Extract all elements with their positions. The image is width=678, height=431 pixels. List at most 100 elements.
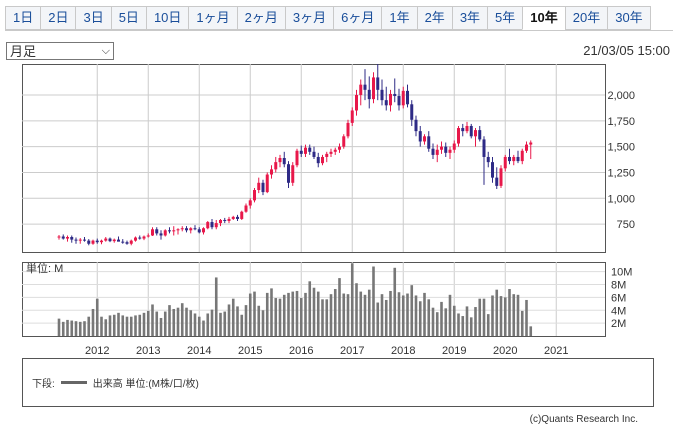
candle-body [74,239,78,241]
stock-chart: 2012 2013 2014 2015 2016 2017 2018 2019 2020 2021… [22,64,662,361]
legend-label: 出来高 単位:(M株/口/枚) [92,379,199,390]
candle-body [197,229,201,233]
legend-box: 下段: 出来高 単位:(M株/口/枚) [22,358,654,407]
volume-bar [61,321,65,336]
tab-5[interactable]: 1ヶ月 [188,6,238,30]
volume-bar [185,307,188,336]
volume-bar [367,289,371,336]
volume-bar [78,321,82,336]
candle-body [461,128,465,132]
volume-bar [70,320,74,336]
candle-body [244,205,248,212]
volume-bar [342,293,346,336]
volume-bar [321,299,324,336]
candle-body [410,104,414,120]
tab-15[interactable]: 30年 [607,6,651,30]
volume-bar [333,289,337,336]
volume-bar [325,299,329,336]
candle-body [372,77,375,100]
candle-body [57,236,61,238]
candle-body [350,110,354,123]
tab-6[interactable]: 2ヶ月 [236,6,286,30]
volume-bar [329,294,333,336]
period-select[interactable]: 月足 ⌵ [6,42,114,60]
candle-body [512,156,516,162]
candle-body [491,162,494,178]
candle-body [168,230,171,232]
volume-bar [287,292,290,336]
volume-bar [397,292,401,336]
volume-bar [474,307,477,336]
volume-bar [265,292,269,336]
volume-bar [452,305,456,336]
volume-bar [525,299,528,336]
candle-body [414,119,418,132]
volume-bar [214,277,218,336]
volume-bar [529,326,533,336]
volume-bar [486,314,490,336]
volume-bar [223,311,227,336]
tab-2[interactable]: 3日 [75,6,112,30]
candle-body [66,237,69,239]
volume-bar [355,283,358,336]
legend-prefix: 下段: [32,379,55,390]
candle-body [219,219,222,224]
candle-body [180,228,184,230]
candle-body [355,94,358,111]
candle-body [474,130,477,137]
tab-0[interactable]: 1日 [5,6,42,30]
tab-14[interactable]: 20年 [564,6,609,30]
volume-tick-label: 8M [611,280,626,292]
candle-body [503,156,507,169]
tab-13[interactable]: 10年 [522,6,566,30]
volume-bar [87,316,91,336]
candle-body [142,236,146,239]
volume-bar [495,289,499,336]
candle-body [495,177,499,186]
tab-9[interactable]: 1年 [381,6,418,30]
volume-bar [270,288,273,336]
tab-7[interactable]: 3ヶ月 [284,6,335,30]
candle-body [189,228,193,231]
candle-body [202,228,205,233]
x-tick-label: 2019 [442,345,466,356]
candle-body [529,142,533,145]
candle-body [482,139,486,157]
volume-bar [197,316,201,336]
volume-tick-label: 2M [611,318,626,330]
candle-body [223,219,227,222]
volume-bar [202,320,205,336]
candle-body [423,136,426,142]
volume-bar [295,290,299,336]
volume-bar [274,298,278,336]
volume-bar [499,296,503,336]
candle-body [431,148,435,155]
candle-body [278,158,282,163]
volume-bar [520,310,524,336]
volume-bar [418,301,422,336]
volume-bar [240,314,244,336]
volume-bar [155,311,159,336]
tab-8[interactable]: 6ヶ月 [333,6,383,30]
candle-body [155,229,159,234]
candle-body [159,233,163,236]
candle-body [261,182,265,193]
candle-body [389,93,392,106]
candle-body [452,143,456,150]
candle-body [427,136,431,149]
tab-1[interactable]: 2日 [40,6,77,30]
tab-3[interactable]: 5日 [110,6,147,30]
volume-bar [138,314,142,336]
tab-11[interactable]: 3年 [451,6,489,30]
candle-body [516,156,520,162]
volume-bar [508,289,511,336]
tab-4[interactable]: 10日 [145,6,190,30]
candle-body [448,149,452,153]
tab-12[interactable]: 5年 [487,6,524,30]
candle-body [236,216,239,219]
volume-bar [57,318,61,336]
tab-10[interactable]: 2年 [416,6,453,30]
volume-bar [503,297,507,336]
volume-bar [108,315,112,336]
x-tick-label: 2015 [238,345,262,356]
